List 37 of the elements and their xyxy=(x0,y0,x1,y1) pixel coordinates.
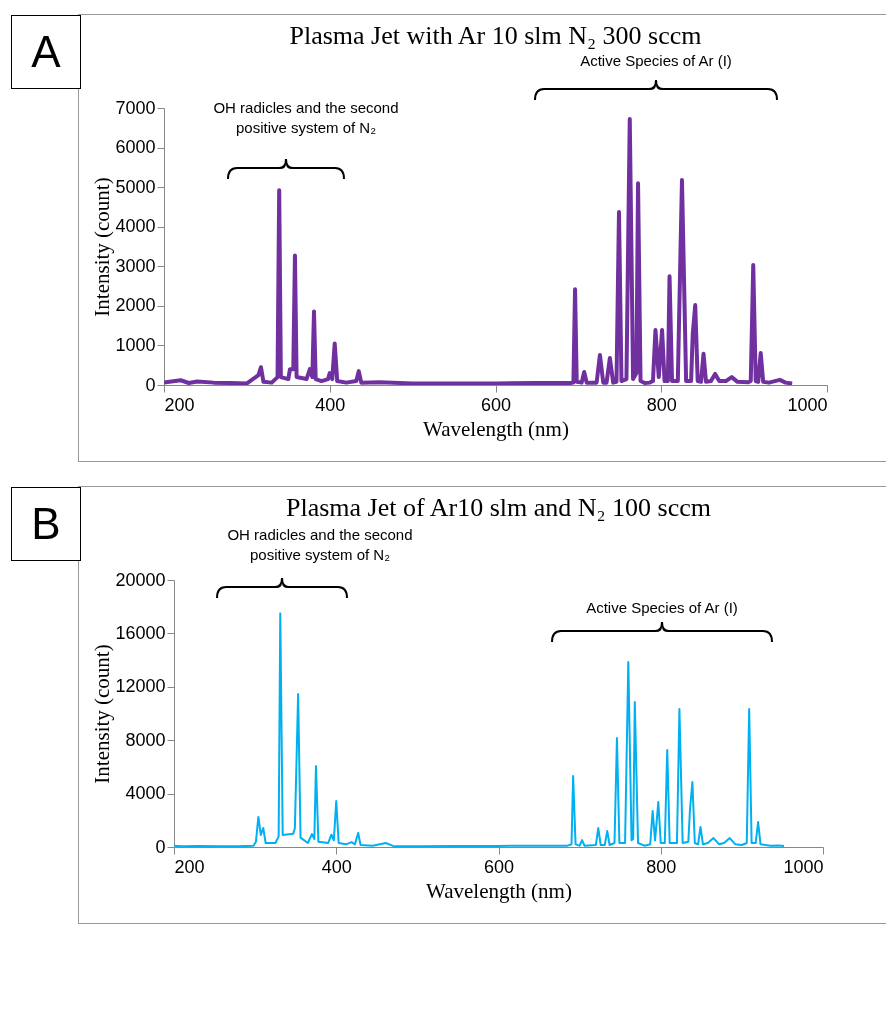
chart-title: Plasma Jet of Ar10 slm and N₂ 100 sccm xyxy=(285,493,712,522)
annotation: OH radicles and the second positive system of N₂ xyxy=(213,98,399,138)
y-tick-label: 4000 xyxy=(125,783,166,804)
x-tick-label: 1000 xyxy=(787,394,828,415)
x-tick-label: 200 xyxy=(164,394,195,415)
x-axis-title: Wavelength (nm) xyxy=(426,878,572,903)
x-tick-label: 600 xyxy=(480,394,512,415)
x-tick-label: 800 xyxy=(646,856,677,877)
y-tick-label: 16000 xyxy=(115,622,166,643)
x-tick-label: 1000 xyxy=(783,856,824,877)
text: A xyxy=(11,15,81,89)
y-tick-label: 8000 xyxy=(125,729,166,750)
y-axis-title: Intensity (count) xyxy=(90,644,115,784)
x-tick-label: 200 xyxy=(174,856,205,877)
y-tick-label: 6000 xyxy=(115,137,156,158)
y-tick-label: 3000 xyxy=(115,255,156,276)
y-tick-label: 4000 xyxy=(115,216,156,237)
y-tick-label: 20000 xyxy=(115,569,166,590)
y-tick-label: 12000 xyxy=(115,676,166,697)
text: B xyxy=(11,487,81,561)
y-axis-title: Intensity (count) xyxy=(90,177,115,317)
chart-title: Plasma Jet with Ar 10 slm N₂ 300 sccm xyxy=(289,21,702,50)
y-tick-label: 0 xyxy=(155,836,166,857)
x-tick-label: 600 xyxy=(483,856,515,877)
annotation: Active Species of Ar (I) xyxy=(586,598,738,618)
text: Active Species of Ar (I) xyxy=(580,51,732,71)
y-tick-label: 5000 xyxy=(115,176,156,197)
y-tick-label: 1000 xyxy=(115,334,156,355)
x-axis-title: Wavelength (nm) xyxy=(423,416,569,441)
x-tick-label: 400 xyxy=(315,394,346,415)
y-tick-label: 2000 xyxy=(115,295,156,316)
y-tick-label: 7000 xyxy=(115,97,156,118)
text: OH radicles and the second positive system of N₂ xyxy=(227,525,413,565)
line-series xyxy=(164,117,795,385)
x-tick-label: 800 xyxy=(646,394,677,415)
x-tick-label: 400 xyxy=(321,856,352,877)
y-tick-label: 0 xyxy=(145,374,156,395)
